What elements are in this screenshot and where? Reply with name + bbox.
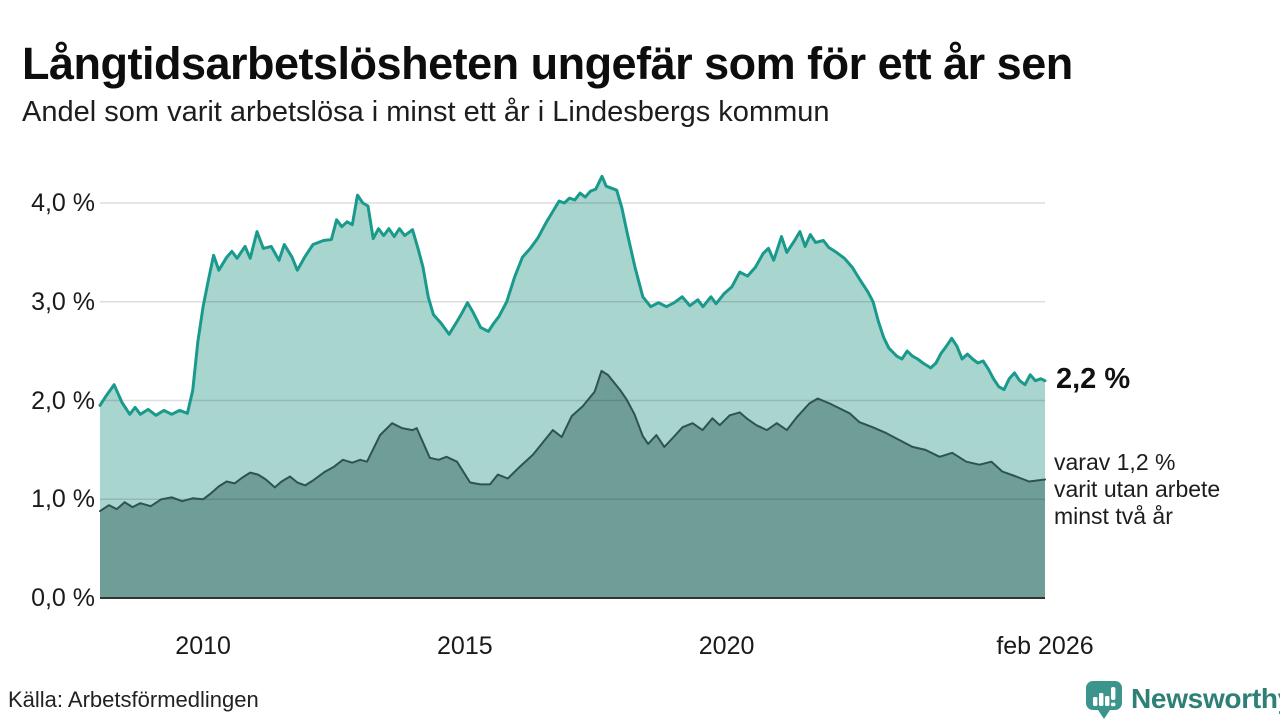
series-fill-2 bbox=[100, 370, 1045, 598]
y-tick-label: 3,0 % bbox=[31, 287, 95, 316]
y-tick-label: 2,0 % bbox=[31, 386, 95, 415]
latest-value-annotation: 2,2 % bbox=[1056, 363, 1131, 395]
x-tick-label: 2020 bbox=[698, 632, 755, 660]
y-tick-label: 4,0 % bbox=[31, 189, 95, 217]
secondary-series-annotation: varav 1,2 % varit utan arbete minst två år bbox=[1054, 449, 1220, 530]
newsworthy-logo-text: Newsworthy bbox=[1131, 683, 1280, 714]
newsworthy-logo-icon bbox=[1086, 681, 1122, 719]
source-note: Källa: Arbetsförmedlingen bbox=[8, 687, 259, 712]
y-tick-label: 0,0 % bbox=[31, 584, 95, 612]
area-chart bbox=[98, 174, 1047, 599]
x-tick-label: 2010 bbox=[175, 632, 231, 660]
annotation-line: varit utan arbete bbox=[1054, 476, 1221, 502]
annotation-line: minst två år bbox=[1054, 503, 1173, 529]
annotation-line: varav 1,2 % bbox=[1054, 449, 1176, 475]
x-tick-label: feb 2026 bbox=[996, 632, 1094, 660]
series-line-2 bbox=[99, 369, 1046, 513]
y-tick-label: 1,0 % bbox=[31, 485, 95, 514]
x-tick-label: 2015 bbox=[437, 632, 493, 660]
newsworthy-logo: Newsworthy bbox=[1084, 679, 1280, 719]
chart-subtitle: Andel som varit arbetslösa i minst ett å… bbox=[22, 96, 830, 128]
page-title: Långtidsarbetslösheten ungefär som för e… bbox=[22, 38, 1073, 90]
series-line-1 bbox=[98, 174, 1047, 417]
